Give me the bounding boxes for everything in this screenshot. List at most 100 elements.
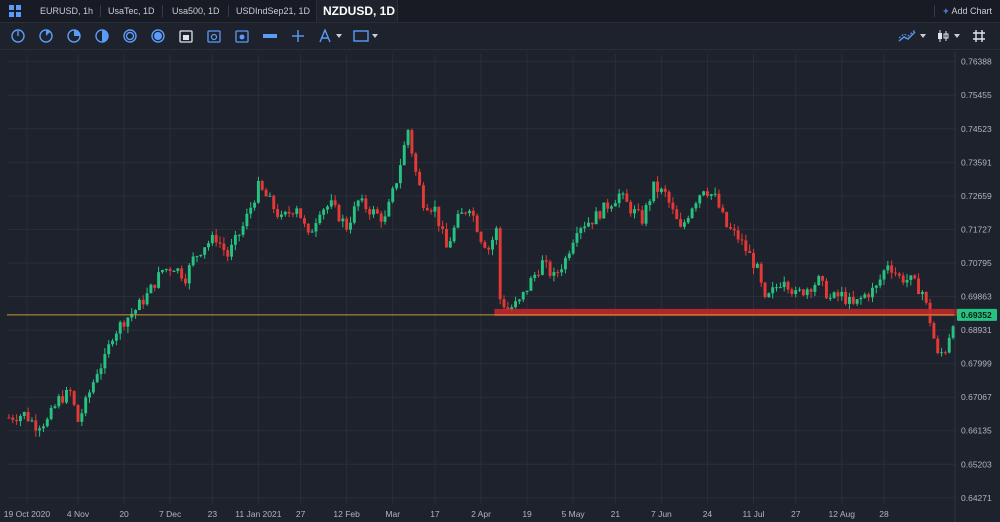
candle-body [130, 313, 134, 318]
calendar-2-icon[interactable] [205, 27, 223, 45]
price-chart[interactable]: 0.76388 0.75455 0.74523 0.73591 0.72659 0.717… [4, 52, 998, 522]
candle-body [95, 374, 99, 383]
clock-1d-icon[interactable] [121, 27, 139, 45]
grid-layout-icon[interactable] [970, 27, 988, 45]
candle-body [690, 208, 694, 219]
candle-body [479, 231, 483, 243]
candle-body [153, 284, 157, 288]
candle-body [675, 209, 679, 220]
clock-1h-icon[interactable] [65, 27, 83, 45]
candle-body [932, 323, 936, 339]
chart-type-dropdown-icon[interactable] [918, 27, 928, 45]
indicator-dropdown-icon[interactable] [952, 27, 962, 45]
tab-usdindsep21[interactable]: USDIndSep21, 1D [236, 6, 311, 16]
candle-body [625, 193, 629, 202]
candle-body [552, 272, 556, 276]
grid-menu-icon[interactable] [9, 5, 21, 17]
candle-body [7, 417, 11, 419]
candle-body [510, 307, 514, 311]
candle-body [475, 215, 479, 232]
candle-body [705, 191, 709, 196]
candlestick-chart[interactable]: 0.76388 0.75455 0.74523 0.73591 0.72659 0.717… [4, 52, 998, 522]
x-tick-label: 20 [119, 509, 129, 519]
candle-body [682, 222, 686, 227]
ruler-icon[interactable] [261, 27, 279, 45]
clock-4h-icon[interactable] [93, 27, 111, 45]
candle-body [398, 165, 402, 184]
tab-usa500[interactable]: Usa500, 1D [172, 6, 220, 16]
candle-body [30, 420, 34, 422]
text-tool-icon[interactable] [316, 27, 334, 45]
candle-body [652, 181, 656, 202]
candle-body [583, 226, 587, 229]
candle-body [460, 212, 464, 214]
crosshair-icon[interactable] [289, 27, 307, 45]
calendar-1-icon[interactable] [177, 27, 195, 45]
candle-body [847, 296, 851, 304]
y-tick-label: 0.64271 [961, 493, 992, 503]
candle-body [897, 273, 901, 276]
candle-body [99, 368, 103, 375]
candle-body [809, 289, 813, 292]
candle-body [88, 392, 91, 398]
candle-body [924, 291, 928, 303]
x-tick-label: 17 [430, 509, 440, 519]
candle-body [149, 284, 153, 294]
candle-body [817, 276, 821, 286]
x-tick-label: 11 Jul [742, 509, 764, 519]
candle-body [164, 268, 168, 271]
candle-body [68, 389, 72, 392]
candle-body [471, 210, 475, 216]
candle-body [314, 223, 318, 232]
tab-usatec[interactable]: UsaTec, 1D [108, 6, 155, 16]
candle-body [763, 282, 767, 298]
candle-body [940, 352, 944, 354]
candle-body [483, 242, 487, 248]
candle-body [913, 275, 917, 279]
candle-body [11, 417, 15, 420]
candle-body [218, 242, 222, 244]
candle-body [671, 202, 675, 210]
candle-body [587, 222, 590, 227]
clock-1w-icon[interactable] [149, 27, 167, 45]
indicator-icon[interactable] [934, 27, 952, 45]
candle-body [433, 206, 437, 212]
candle-body [740, 239, 744, 241]
candle-body [736, 230, 740, 240]
candle-body [172, 270, 176, 272]
tab-nzdusd[interactable]: NZDUSD, 1D [316, 0, 398, 22]
clock-15m-icon[interactable] [37, 27, 55, 45]
candle-body [943, 352, 947, 354]
candle-body [187, 265, 191, 284]
candle-body [260, 181, 264, 190]
x-tick-label: 27 [296, 509, 306, 519]
candle-body [176, 268, 180, 271]
candle-body [713, 193, 717, 195]
candle-body [886, 265, 890, 271]
candle-body [230, 244, 233, 257]
candle-body [544, 260, 548, 262]
calendar-3-icon[interactable] [233, 27, 251, 45]
candle-body [732, 228, 736, 231]
text-tool-dropdown-icon[interactable] [334, 27, 344, 45]
candle-body [372, 209, 375, 215]
candle-body [49, 407, 53, 420]
candle-body [38, 428, 42, 431]
candle-body [268, 195, 272, 197]
candle-body [226, 250, 230, 257]
candle-body [775, 287, 778, 289]
chart-type-icon[interactable] [898, 27, 916, 45]
candle-body [272, 195, 276, 209]
tab-eurusd[interactable]: EURUSD, 1h [40, 6, 94, 16]
candle-body [748, 250, 752, 254]
add-chart-button[interactable]: + Add Chart [943, 0, 992, 22]
candle-body [256, 181, 260, 203]
candle-body [160, 270, 164, 273]
clock-1m-icon[interactable] [9, 27, 27, 45]
rectangle-tool-dropdown-icon[interactable] [370, 27, 380, 45]
candle-body [648, 201, 652, 206]
candle-body [813, 285, 817, 292]
x-tick-label: 5 May [562, 509, 586, 519]
rectangle-tool-icon[interactable] [352, 27, 370, 45]
candle-body [567, 253, 571, 259]
